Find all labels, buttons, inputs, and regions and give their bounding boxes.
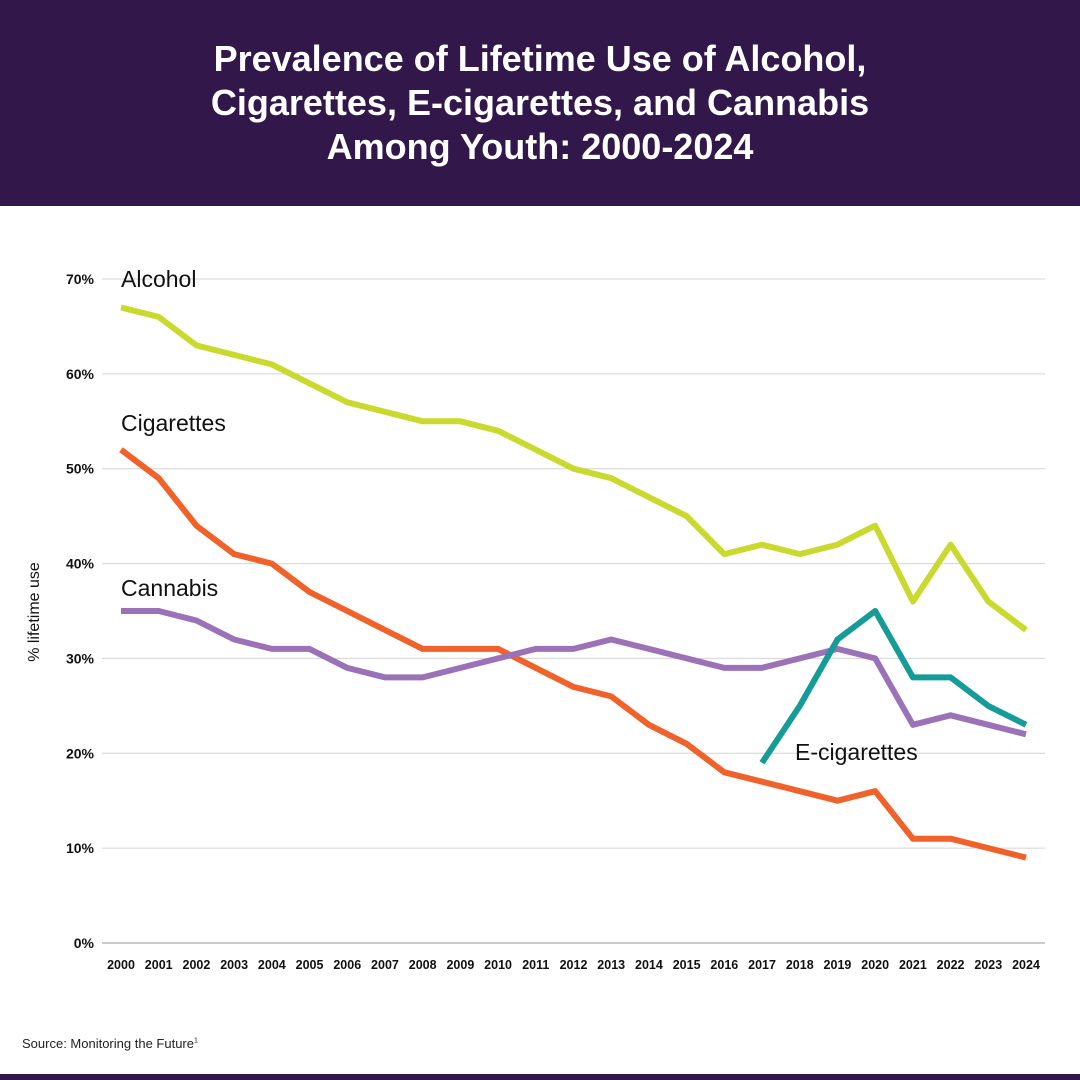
x-tick-label: 2018 <box>786 958 814 972</box>
y-tick-label: 20% <box>66 745 95 761</box>
y-tick-label: 70% <box>66 271 95 287</box>
x-tick-label: 2009 <box>446 958 474 972</box>
x-tick-label: 2015 <box>673 958 701 972</box>
y-tick-label: 30% <box>66 650 95 666</box>
y-tick-label: 40% <box>66 556 95 572</box>
series-line-alcohol <box>120 304 1028 633</box>
x-tick-label: 2002 <box>183 958 211 972</box>
x-tick-label: 2001 <box>145 958 173 972</box>
x-tick-label: 2008 <box>409 958 437 972</box>
x-tick-label: 2014 <box>635 958 663 972</box>
x-tick-label: 2022 <box>937 958 965 972</box>
chart-title-line-2: Cigarettes, E-cigarettes, and Cannabis <box>210 82 870 123</box>
x-tick-label: 2024 <box>1012 958 1040 972</box>
source-note: Source: Monitoring the Future1 <box>22 1036 198 1051</box>
y-axis-ticks: 0% 10% 20% 30% 40% 50% 60% 70% <box>66 271 95 951</box>
x-axis-ticks: 2000 2001 2002 2003 2004 2005 2006 2007 2008 2009… <box>107 958 1040 972</box>
series-line-cigarettes <box>119 447 1027 861</box>
series-label-e-cigarettes: E-cigarettes <box>795 739 918 765</box>
y-tick-label: 10% <box>66 840 95 856</box>
series-lines <box>119 304 1028 861</box>
x-tick-label: 2006 <box>333 958 361 972</box>
y-tick-label: 0% <box>74 935 95 951</box>
x-tick-label: 2005 <box>296 958 324 972</box>
x-tick-label: 2020 <box>861 958 889 972</box>
x-tick-label: 2016 <box>710 958 738 972</box>
x-tick-label: 2019 <box>824 958 852 972</box>
source-text: Source: Monitoring the Future <box>22 1036 194 1051</box>
series-line-cannabis <box>121 608 1027 738</box>
series-label-alcohol: Alcohol <box>121 266 196 292</box>
x-tick-label: 2003 <box>220 958 248 972</box>
chart-title: Prevalence of Lifetime Use of Alcohol, C… <box>160 37 920 169</box>
x-tick-label: 2000 <box>107 958 135 972</box>
chart-title-line-3: Among Youth: 2000-2024 <box>326 126 754 167</box>
chart-title-line-1: Prevalence of Lifetime Use of Alcohol, <box>213 38 867 79</box>
series-line-e-cigarettes <box>759 608 1028 765</box>
y-axis-label: % lifetime use <box>26 562 43 662</box>
x-tick-label: 2012 <box>560 958 588 972</box>
x-tick-label: 2021 <box>899 958 927 972</box>
y-tick-label: 60% <box>66 366 95 382</box>
x-tick-label: 2023 <box>974 958 1002 972</box>
source-footnote: 1 <box>193 1037 198 1045</box>
x-tick-label: 2007 <box>371 958 399 972</box>
footer-bar <box>0 1074 1080 1080</box>
x-tick-label: 2010 <box>484 958 512 972</box>
series-labels: Alcohol Cigarettes Cannabis E-cigarettes <box>121 266 918 765</box>
x-tick-label: 2011 <box>522 958 549 972</box>
gridlines <box>102 278 1045 944</box>
title-banner: Prevalence of Lifetime Use of Alcohol, C… <box>0 0 1080 206</box>
y-tick-label: 50% <box>66 461 95 477</box>
x-tick-label: 2013 <box>597 958 625 972</box>
series-label-cannabis: Cannabis <box>121 575 218 601</box>
x-tick-label: 2004 <box>258 958 286 972</box>
series-label-cigarettes: Cigarettes <box>121 410 226 436</box>
x-tick-label: 2017 <box>748 958 776 972</box>
